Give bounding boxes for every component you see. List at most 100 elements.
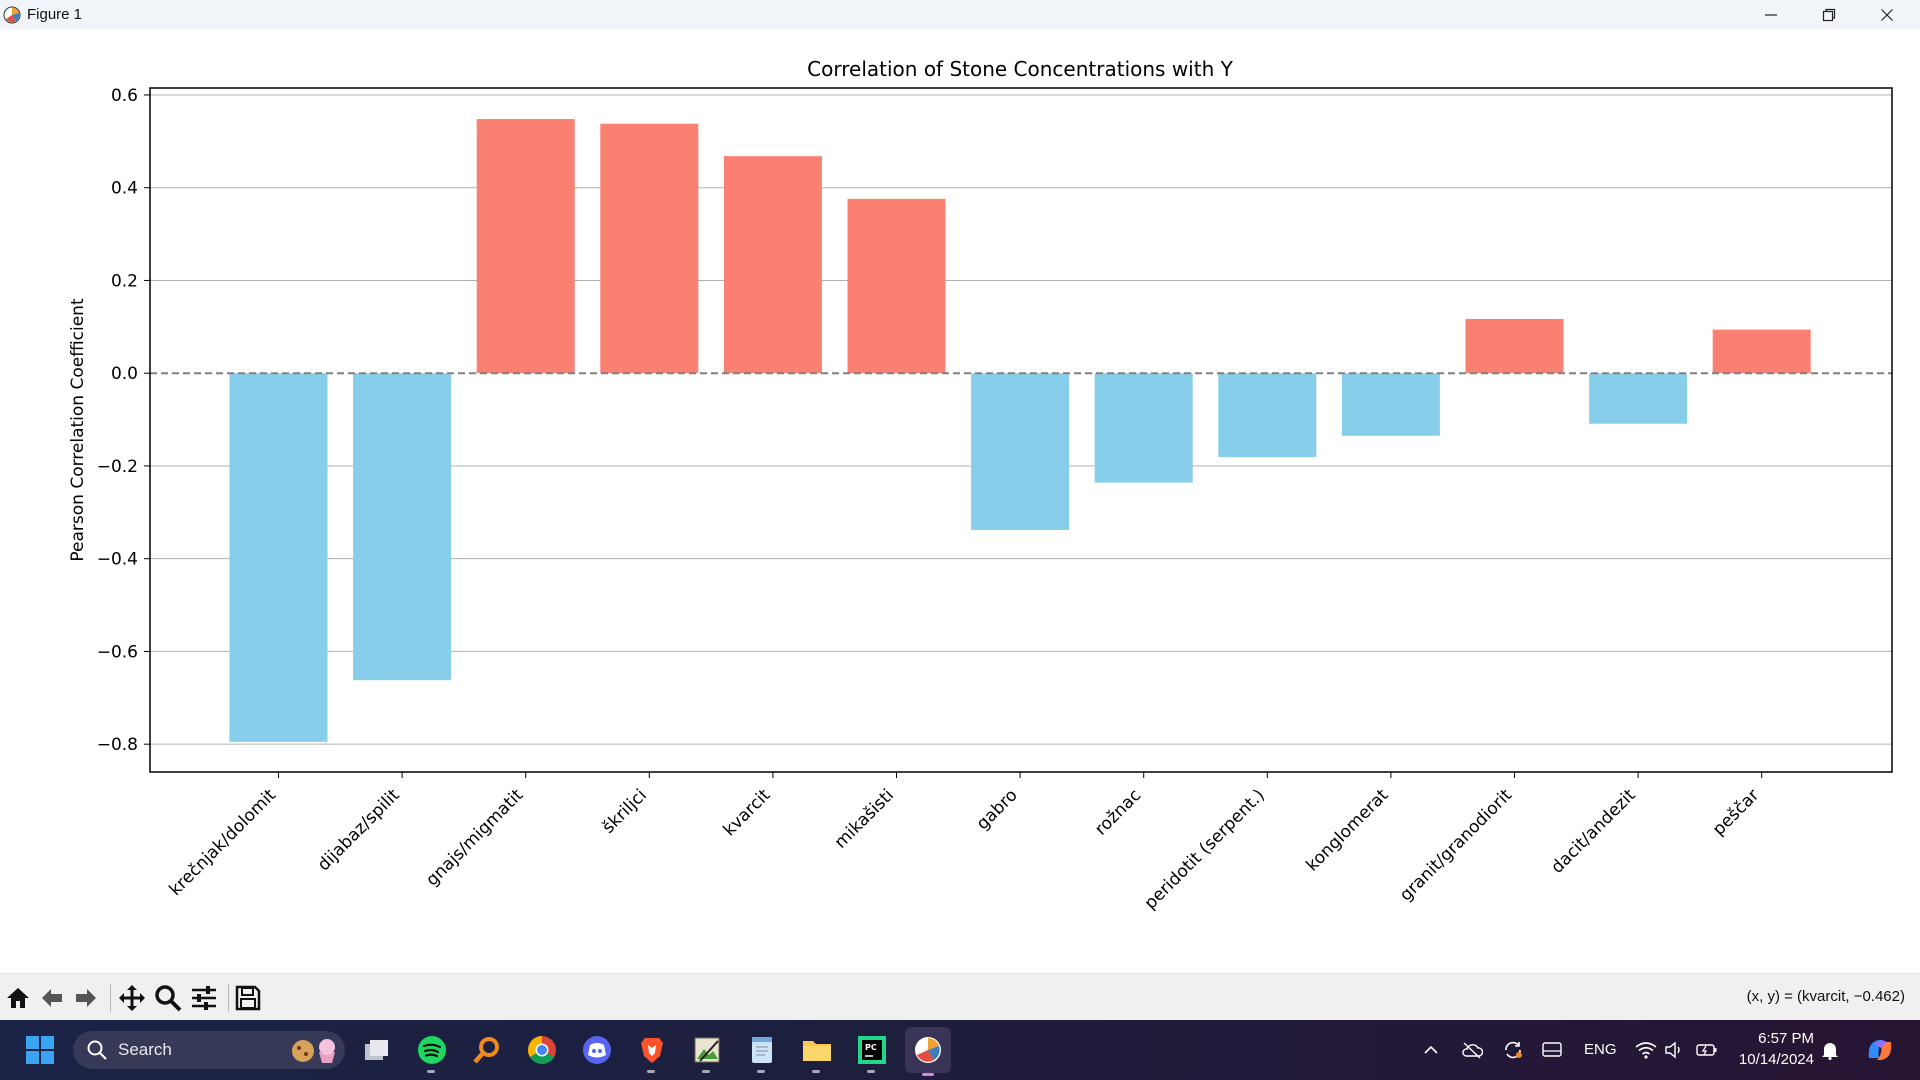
home-button[interactable]: [2, 982, 34, 1014]
x-tick-label: mikašisti: [831, 785, 898, 852]
tray-battery[interactable]: [1690, 1030, 1724, 1070]
tray-wifi[interactable]: [1630, 1030, 1662, 1070]
y-tick-label: 0.6: [111, 86, 138, 106]
pycharm-icon: PC: [858, 1036, 886, 1064]
bar-5: [847, 198, 946, 374]
notepad-icon: [752, 1037, 772, 1063]
window-title: Figure 1: [27, 6, 83, 23]
x-tick-label: gnajs/migmatit: [422, 785, 527, 890]
search-icon: [87, 1040, 107, 1060]
restore-icon: [1822, 8, 1836, 21]
active-indicator: [922, 1073, 934, 1076]
bell-icon: [1822, 1043, 1838, 1060]
taskbar-brave[interactable]: [632, 1030, 672, 1073]
arrow-right-icon: [76, 989, 96, 1007]
y-tick-label: −0.2: [97, 457, 138, 477]
discord-icon: [583, 1036, 611, 1064]
running-indicator: [757, 1070, 765, 1073]
x-tick-label: dijabaz/spilit: [314, 785, 404, 875]
taskbar-notepad[interactable]: [742, 1030, 782, 1073]
taskbar-chrome[interactable]: [522, 1030, 562, 1070]
bar-8: [1218, 373, 1317, 458]
clock-date[interactable]: 10/14/2024: [1738, 1051, 1814, 1068]
configure-subplots-button[interactable]: [188, 982, 220, 1014]
taskbar-search-app[interactable]: [467, 1030, 507, 1070]
taskbar-discord[interactable]: [577, 1030, 617, 1070]
x-tick-label: granit/granodiorit: [1396, 785, 1516, 905]
taskbar-pycharm[interactable]: PC: [852, 1030, 892, 1073]
forward-button[interactable]: [70, 982, 102, 1014]
y-tick-label: −0.8: [97, 735, 138, 755]
search-label: Search: [118, 1040, 172, 1059]
tray-overflow-button[interactable]: [1413, 1030, 1449, 1070]
wifi-icon: [1635, 1042, 1657, 1059]
svg-text:PC: PC: [865, 1043, 877, 1052]
matplotlib-icon: [915, 1037, 941, 1063]
y-tick-label: 0.0: [111, 364, 138, 384]
taskbar-task-view[interactable]: [357, 1030, 397, 1070]
bar-0: [229, 373, 328, 742]
axes-frame: [149, 87, 1893, 773]
figure-canvas[interactable]: 0.6 0.4 0.2 0.0 −0.2 −0.4 −0.6 −0.8 krečnjak/do…: [0, 29, 1920, 973]
chevron-up-icon: [1424, 1045, 1438, 1054]
tray-volume[interactable]: [1658, 1030, 1690, 1070]
x-tick-label: krečnjak/dolomit: [165, 785, 280, 900]
running-indicator: [867, 1070, 875, 1073]
language-indicator[interactable]: ENG: [1584, 1041, 1617, 1058]
spotify-icon: [418, 1036, 446, 1064]
close-icon: [1881, 8, 1893, 21]
minimize-button[interactable]: [1742, 0, 1800, 29]
bar-1: [353, 373, 452, 681]
floppy-icon: [235, 985, 261, 1011]
copilot-button[interactable]: [1860, 1030, 1900, 1070]
pan-button[interactable]: [116, 982, 148, 1014]
bar-12: [1712, 329, 1811, 374]
chart-title: Correlation of Stone Concentrations with…: [807, 57, 1233, 81]
taskbar-search[interactable]: Search: [73, 1031, 345, 1069]
bar-9: [1341, 373, 1440, 436]
close-button[interactable]: [1858, 0, 1916, 29]
clock-time[interactable]: 6:57 PM: [1758, 1030, 1814, 1047]
window-titlebar: Figure 1: [0, 0, 1920, 29]
y-tick-label: 0.2: [111, 271, 138, 291]
notifications-button[interactable]: [1815, 1030, 1845, 1070]
magnifier-icon: [155, 985, 182, 1012]
y-axis-label: Pearson Correlation Coefficient: [68, 298, 88, 562]
image-editor-icon: [694, 1037, 720, 1063]
copilot-icon: [1868, 1040, 1892, 1060]
back-button[interactable]: [36, 982, 68, 1014]
taskbar-matplotlib-figure[interactable]: [905, 1027, 951, 1076]
taskbar-image-editor[interactable]: [687, 1030, 727, 1073]
bar-4: [723, 156, 822, 374]
running-indicator: [702, 1070, 710, 1073]
battery-charging-icon: [1696, 1044, 1717, 1056]
tray-sync[interactable]: [1495, 1030, 1531, 1070]
matplotlib-app-icon: [3, 6, 21, 23]
save-button[interactable]: [232, 982, 264, 1014]
tray-display[interactable]: [1534, 1030, 1570, 1070]
x-tick-label: kvarcit: [720, 785, 775, 840]
windows-taskbar: Search PC: [0, 1020, 1920, 1080]
bar-7: [1094, 373, 1193, 483]
toolbar-separator: [110, 984, 111, 1012]
orange-magnifier-icon: [473, 1037, 499, 1064]
start-button[interactable]: [20, 1030, 60, 1070]
restore-button[interactable]: [1800, 0, 1858, 29]
cloud-off-icon: [1462, 1042, 1483, 1059]
move-icon: [119, 985, 145, 1011]
minimize-icon: [1765, 13, 1777, 16]
zoom-button[interactable]: [152, 982, 184, 1014]
bar-11: [1589, 373, 1688, 424]
home-icon: [7, 988, 29, 1008]
bar-chart: 0.6 0.4 0.2 0.0 −0.2 −0.4 −0.6 −0.8 krečnjak/do…: [68, 57, 1893, 914]
toolbar-separator: [228, 984, 229, 1012]
x-tick-label: peridotit (serpent.): [1141, 785, 1269, 913]
windows-logo-icon: [26, 1036, 54, 1064]
taskbar-file-explorer[interactable]: [797, 1030, 837, 1073]
tray-onedrive[interactable]: [1454, 1030, 1490, 1070]
figure-toolbar: (x, y) = (kvarcit, −0.462): [0, 973, 1920, 1021]
display-icon: [1542, 1042, 1562, 1057]
running-indicator: [812, 1070, 820, 1073]
taskbar-spotify[interactable]: [412, 1030, 452, 1073]
bar-2: [476, 119, 575, 374]
